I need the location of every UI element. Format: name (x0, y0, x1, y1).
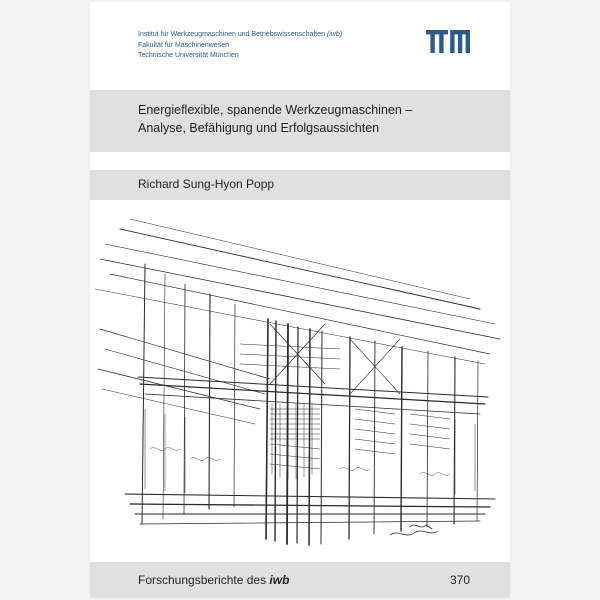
series-prefix: Forschungsberichte des (138, 573, 269, 587)
university-name: Technische Universität München (138, 51, 342, 62)
volume-number: 370 (450, 573, 470, 587)
title-band: Energieflexible, spanende Werkzeugmaschi… (90, 90, 510, 152)
institute-abbrev: (iwb) (327, 31, 342, 38)
title-line-1: Energieflexible, spanende Werkzeugmaschi… (138, 102, 462, 120)
institute-name: Institut für Werkzeugmaschinen und Betri… (138, 31, 327, 38)
header-line-1: Institut für Werkzeugmaschinen und Betri… (138, 30, 342, 41)
tum-logo (426, 30, 470, 54)
faculty-name: Fakultät für Maschinenwesen (138, 41, 342, 52)
series-title: Forschungsberichte des iwb (138, 573, 289, 587)
architectural-sketch (90, 210, 510, 548)
author-name: Richard Sung-Hyon Popp (138, 177, 274, 191)
book-cover: Institut für Werkzeugmaschinen und Betri… (90, 2, 510, 598)
series-name: iwb (269, 573, 289, 587)
title-line-2: Analyse, Befähigung und Erfolgsaussichte… (138, 120, 462, 138)
institute-info: Institut für Werkzeugmaschinen und Betri… (138, 30, 342, 62)
header: Institut für Werkzeugmaschinen und Betri… (138, 30, 470, 62)
footer-band: Forschungsberichte des iwb 370 (90, 562, 510, 598)
author-band: Richard Sung-Hyon Popp (90, 170, 510, 200)
